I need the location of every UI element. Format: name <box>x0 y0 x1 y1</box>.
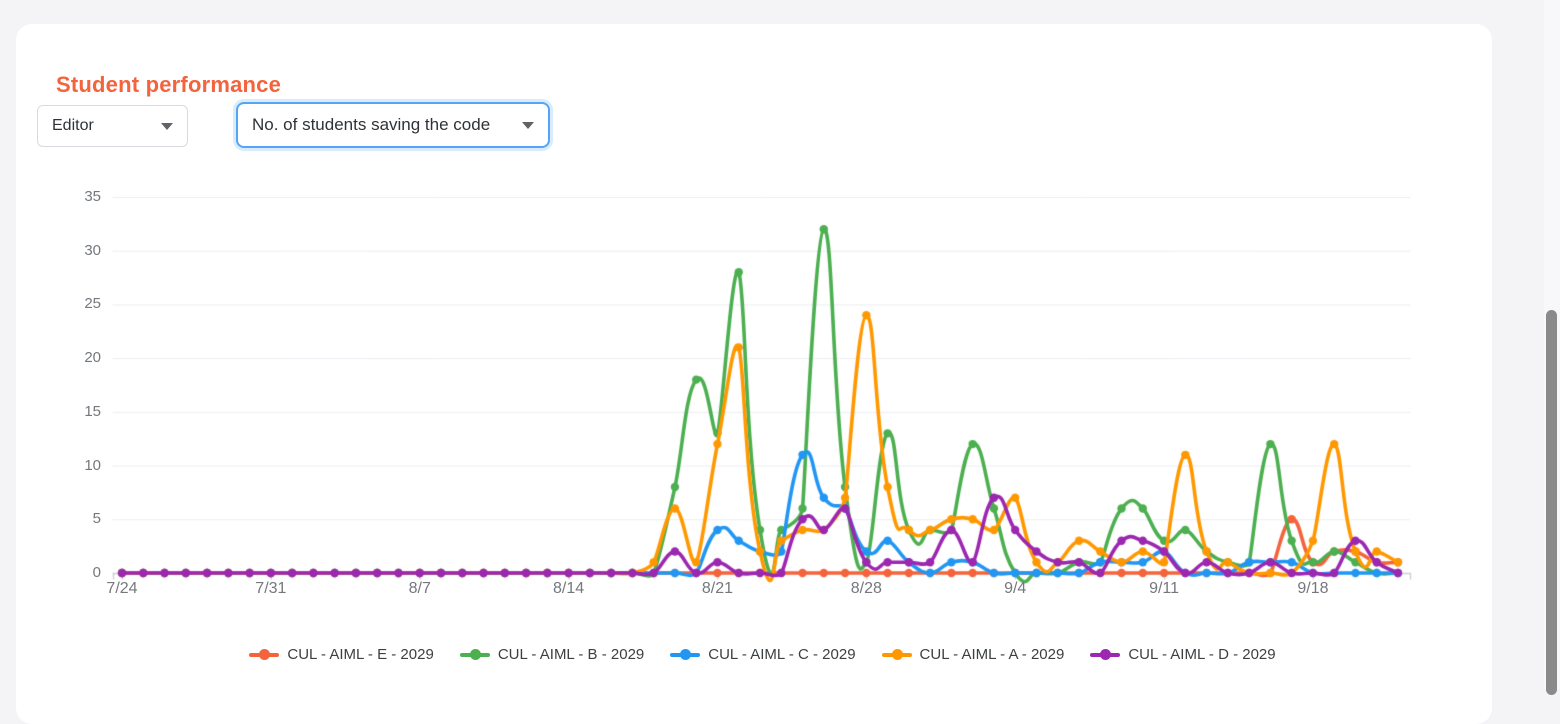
x-axis-tick-label: 9/11 <box>1149 580 1180 597</box>
y-axis-tick-label: 10 <box>84 456 101 474</box>
chart-legend: CUL - AIML - E - 2029 CUL - AIML - B - 20… <box>115 646 1410 663</box>
x-axis-tick-label: 8/21 <box>701 580 734 597</box>
chevron-down-icon <box>522 121 534 129</box>
legend-dot-icon <box>259 649 271 660</box>
y-axis-tick-label: 30 <box>84 241 101 259</box>
y-axis-tick-label: 5 <box>92 510 101 528</box>
legend-dot-icon <box>891 649 903 660</box>
legend-dot-icon <box>680 649 692 660</box>
y-axis-tick-label: 20 <box>84 349 101 367</box>
chevron-down-icon <box>161 122 173 130</box>
legend-item-label: CUL - AIML - B - 2029 <box>497 646 645 663</box>
legend-dot-icon <box>1100 649 1112 660</box>
x-axis-tick-label: 8/28 <box>850 580 882 597</box>
y-axis-tick-label: 25 <box>84 295 101 313</box>
legend-item-label: CUL - AIML - E - 2029 <box>287 646 434 663</box>
legend-item[interactable]: CUL - AIML - B - 2029 <box>459 646 645 663</box>
legend-item[interactable]: CUL - AIML - E - 2029 <box>249 646 434 663</box>
legend-item[interactable]: CUL - AIML - D - 2029 <box>1090 646 1276 663</box>
x-axis-tick-label: 8/7 <box>408 580 431 597</box>
x-axis-tick-label: 9/18 <box>1297 580 1329 597</box>
x-axis-tick-label: 7/31 <box>255 580 287 597</box>
metric-dropdown-value: No. of students saving the code <box>252 115 491 134</box>
legend-marker-icon <box>881 649 912 660</box>
legend-item-label: CUL - AIML - C - 2029 <box>708 646 856 663</box>
legend-marker-icon <box>459 649 490 660</box>
legend-dot-icon <box>469 649 481 660</box>
legend-marker-icon <box>249 649 280 660</box>
legend-marker-icon <box>670 649 701 660</box>
legend-marker-icon <box>1090 649 1121 660</box>
x-axis-tick-label: 8/14 <box>553 580 585 597</box>
legend-item-label: CUL - AIML - A - 2029 <box>919 646 1065 663</box>
x-axis-tick-label: 9/4 <box>1004 580 1027 597</box>
y-axis-tick-label: 0 <box>92 564 101 581</box>
y-axis-tick-label: 35 <box>84 188 101 205</box>
scrollbar-thumb[interactable] <box>1546 310 1557 695</box>
x-axis-tick-label: 7/24 <box>106 580 138 597</box>
editor-dropdown-value: Editor <box>52 117 94 134</box>
legend-item[interactable]: CUL - AIML - C - 2029 <box>670 646 856 663</box>
metric-dropdown[interactable]: No. of students saving the code <box>236 102 550 148</box>
editor-dropdown[interactable]: Editor <box>37 105 188 147</box>
legend-item-label: CUL - AIML - D - 2029 <box>1128 646 1276 663</box>
y-axis-tick-label: 15 <box>84 402 101 420</box>
legend-item[interactable]: CUL - AIML - A - 2029 <box>881 646 1065 663</box>
